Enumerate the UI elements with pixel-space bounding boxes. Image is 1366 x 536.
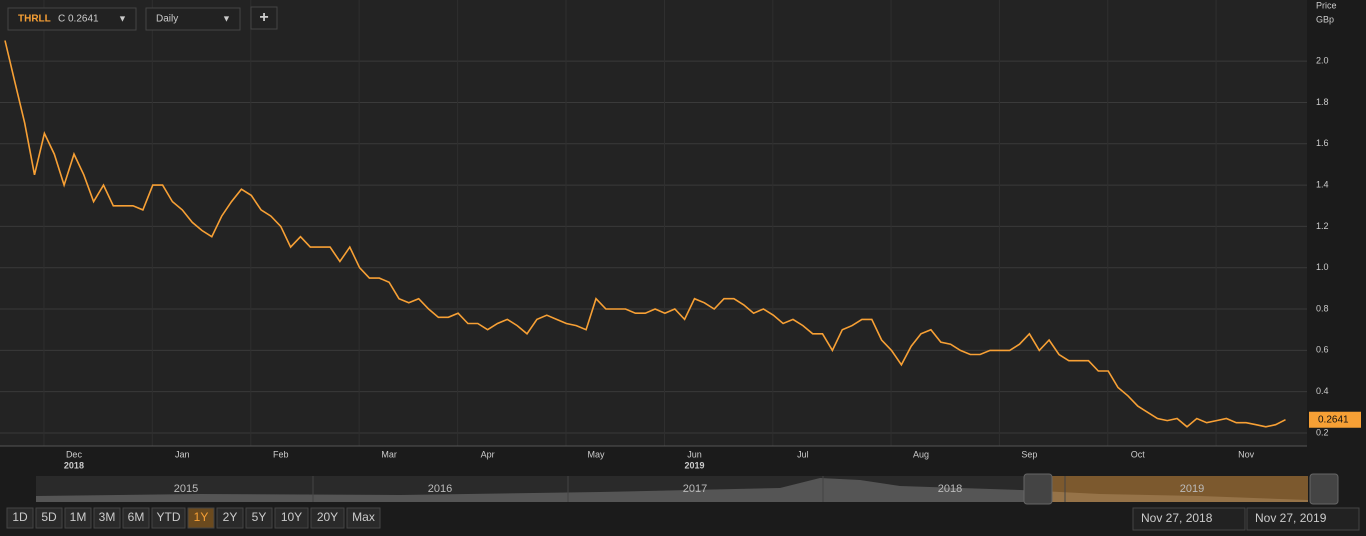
- x-tick-label: Nov: [1238, 449, 1255, 459]
- x-tick-label: Dec: [66, 449, 83, 459]
- symbol-box[interactable]: [7, 7, 137, 31]
- navigator-handle[interactable]: [1309, 473, 1339, 505]
- navigator-year: 2015: [174, 483, 198, 495]
- date-to: Nov 27, 2019: [1255, 511, 1327, 525]
- y-tick-label: 1.0: [1316, 262, 1329, 272]
- range-label: YTD: [157, 510, 181, 524]
- range-label: 2Y: [223, 510, 238, 524]
- add-button[interactable]: [250, 6, 278, 30]
- x-tick-label: Feb: [273, 449, 289, 459]
- axis-unit: GBp: [1316, 14, 1334, 24]
- navigator-years: 2015 2016 2017 2018 2019: [174, 476, 1204, 502]
- range-label: 1M: [70, 510, 87, 524]
- x-tick-label: Apr: [481, 449, 495, 459]
- navigator-year: 2017: [683, 483, 707, 495]
- range-label: 10Y: [281, 510, 302, 524]
- y-tick-label: 1.4: [1316, 179, 1329, 189]
- x-tick-label: Aug: [913, 449, 929, 459]
- x-tick-label: May: [587, 449, 605, 459]
- range-button[interactable]: [151, 507, 186, 529]
- range-button[interactable]: [310, 507, 345, 529]
- range-label: 6M: [128, 510, 145, 524]
- y-tick-label: 0.4: [1316, 386, 1329, 396]
- interval: Daily: [156, 14, 178, 25]
- y-tick-label: 1.2: [1316, 221, 1329, 231]
- range-label: 3M: [99, 510, 116, 524]
- y-tick-label: 0.2: [1316, 427, 1329, 437]
- x-tick-label: Jun: [687, 449, 702, 459]
- y-tick-label: 0.6: [1316, 345, 1329, 355]
- x-tick-label: Oct: [1131, 449, 1146, 459]
- range-label: Max: [352, 510, 375, 524]
- navigator-year: 2019: [1180, 483, 1204, 495]
- range-button[interactable]: [122, 507, 150, 529]
- x-tick-label: Jul: [797, 449, 809, 459]
- range-label: 1Y: [194, 510, 209, 524]
- x-year-label: 2018: [64, 460, 84, 470]
- range-button[interactable]: [35, 507, 63, 529]
- y-tick-label: 1.6: [1316, 138, 1329, 148]
- y-tick-label: 1.8: [1316, 97, 1329, 107]
- last-price-box: [1309, 411, 1361, 428]
- dropdown-arrow: ▼: [118, 13, 127, 23]
- range-button[interactable]: [346, 507, 381, 529]
- navigator-handle[interactable]: [1023, 473, 1053, 505]
- range-button[interactable]: [187, 507, 215, 529]
- dropdown-arrow: ▼: [222, 13, 231, 23]
- date-from: Nov 27, 2018: [1141, 511, 1213, 525]
- axis-title: Price: [1316, 0, 1337, 10]
- range-button[interactable]: [245, 507, 273, 529]
- navigator-area: [36, 478, 1308, 502]
- navigator-window[interactable]: [1038, 476, 1308, 502]
- close: C 0.2641: [58, 14, 99, 25]
- y-tick-label: 0.8: [1316, 303, 1329, 313]
- x-year-label: 2019: [684, 460, 704, 470]
- x-tick-label: Jan: [175, 449, 190, 459]
- x-tick-label: Sep: [1021, 449, 1037, 459]
- x-tick-label: Mar: [381, 449, 397, 459]
- range-buttons: 1D 5D 1M 3M 6M YTD 1Y 2Y 5Y 10Y 20Y Max: [6, 507, 381, 529]
- price-line: [4, 40, 1286, 428]
- marks: [4, 40, 1286, 428]
- range-label: 1D: [12, 510, 28, 524]
- range-label: 20Y: [317, 510, 338, 524]
- plot-area: [0, 0, 1307, 446]
- range-button[interactable]: [6, 507, 34, 529]
- navigator-year: 2018: [938, 483, 962, 495]
- range-label: 5Y: [252, 510, 267, 524]
- date-from-box[interactable]: [1132, 507, 1246, 531]
- date-to-box[interactable]: [1246, 507, 1360, 531]
- interval-box[interactable]: [145, 7, 241, 31]
- y-tick-label: 2.0: [1316, 56, 1329, 66]
- grid: [0, 0, 1307, 446]
- add: +: [259, 9, 268, 26]
- range-button[interactable]: [216, 507, 244, 529]
- navigator-year: 2016: [428, 483, 452, 495]
- range-label: 5D: [41, 510, 57, 524]
- symbol: THRLL: [18, 14, 51, 25]
- range-button[interactable]: [274, 507, 309, 529]
- last-price: 0.2641: [1318, 414, 1349, 425]
- range-button[interactable]: [64, 507, 92, 529]
- range-button[interactable]: [93, 507, 121, 529]
